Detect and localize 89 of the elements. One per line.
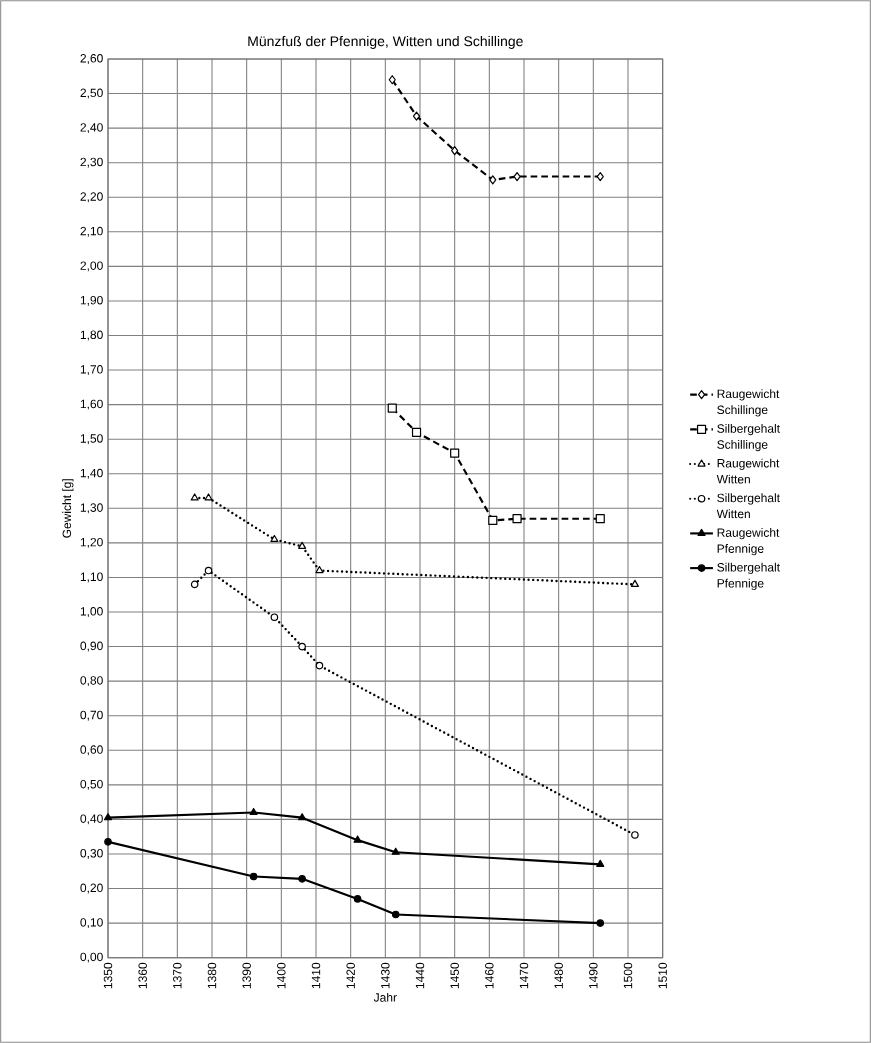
x-tick-label: 1490	[589, 962, 598, 989]
y-tick-label: 1,60	[80, 399, 103, 410]
point	[488, 515, 498, 526]
legend-label: Raugewicht Schillinge	[717, 389, 780, 417]
point	[249, 807, 258, 816]
point	[103, 813, 113, 821]
point	[387, 403, 397, 413]
legend-label: Silbergehalt Schillinge	[717, 423, 780, 452]
legend-label: Raugewicht Witten	[716, 458, 780, 484]
point	[298, 541, 307, 549]
y-tick-label: 2,10	[80, 226, 103, 237]
y-tick-label: 1,00	[80, 607, 103, 617]
y-tick-label: 0,50	[80, 779, 103, 790]
y-tick-label: 2,50	[80, 88, 103, 99]
point	[512, 514, 522, 524]
point	[270, 534, 279, 543]
x-tick-label: 1510	[658, 962, 667, 989]
y-tick-label: 1,90	[80, 295, 103, 306]
x-tick-label: 1500	[623, 962, 633, 989]
point	[298, 875, 306, 883]
y-tick-label: 2,40	[80, 123, 103, 134]
y-tick-label: 0,60	[80, 745, 103, 756]
y-tick-label: 0,10	[80, 918, 103, 929]
y-tick-label: 0,80	[80, 676, 103, 687]
x-tick-label: 1380	[207, 962, 217, 989]
y-tick-label: 0,90	[80, 641, 103, 652]
y-tick-label: 1,40	[80, 468, 103, 479]
point	[391, 847, 400, 855]
y-tick-label: 1,10	[80, 572, 103, 583]
point	[249, 872, 258, 881]
x-tick-label: 1360	[138, 962, 147, 989]
point	[450, 448, 460, 458]
x-tick-label: 1440	[415, 962, 425, 989]
point	[631, 831, 639, 839]
x-tick-label: 1460	[485, 962, 494, 989]
x-tick-label: 1350	[103, 962, 113, 989]
y-tick-label: 1,80	[80, 330, 103, 341]
point	[204, 566, 213, 575]
y-tick-label: 0,30	[80, 849, 103, 859]
y-tick-label: 1,20	[80, 537, 103, 548]
x-tick-label: 1450	[450, 962, 459, 989]
y-tick-label: 0,00	[80, 952, 103, 963]
x-tick-label: 1390	[242, 962, 251, 989]
point	[104, 838, 112, 846]
point	[315, 661, 324, 670]
point	[489, 175, 497, 185]
y-axis-title: Gewicht [g]	[62, 479, 74, 538]
point	[595, 514, 605, 524]
y-tick-label: 2,60	[80, 54, 103, 64]
point	[353, 835, 362, 843]
point	[298, 813, 307, 821]
point	[190, 580, 199, 589]
y-tick-label: 2,30	[80, 157, 103, 168]
x-axis-title: Jahr	[373, 992, 397, 1002]
legend-label: Silbergehalt Pfennige	[717, 562, 780, 590]
y-tick-label: 0,20	[80, 883, 103, 894]
y-tick-label: 0,70	[80, 710, 103, 721]
x-tick-label: 1470	[519, 962, 529, 989]
y-tick-label: 0,40	[80, 814, 103, 825]
point	[315, 565, 324, 574]
point	[630, 579, 639, 587]
x-tick-label: 1370	[173, 962, 182, 989]
point	[204, 493, 213, 501]
point	[353, 895, 362, 903]
x-tick-label: 1410	[311, 962, 321, 989]
y-tick-label: 1,50	[80, 434, 103, 445]
point	[596, 171, 604, 182]
point	[298, 642, 306, 651]
x-tick-label: 1400	[277, 962, 286, 989]
legend-label: Silbergehalt Witten	[716, 493, 780, 519]
y-tick-label: 1,30	[80, 503, 103, 514]
y-tick-label: 1,70	[80, 365, 103, 376]
point	[391, 910, 400, 919]
point	[190, 493, 199, 501]
x-tick-label: 1430	[381, 962, 390, 989]
y-tick-label: 2,20	[80, 192, 103, 203]
point	[596, 919, 605, 927]
point	[388, 75, 396, 85]
x-tick-label: 1420	[346, 962, 355, 989]
point	[411, 427, 422, 437]
point	[596, 859, 605, 867]
point	[412, 111, 421, 121]
y-tick-label: 2,00	[80, 261, 103, 272]
point	[451, 145, 459, 156]
point	[270, 613, 279, 622]
legend-label: Raugewicht Pfennige	[717, 528, 780, 556]
point	[513, 171, 521, 182]
chart-title: Münzfuß der Pfennige, Witten und Schillinge	[248, 35, 523, 49]
x-tick-label: 1480	[554, 962, 563, 989]
